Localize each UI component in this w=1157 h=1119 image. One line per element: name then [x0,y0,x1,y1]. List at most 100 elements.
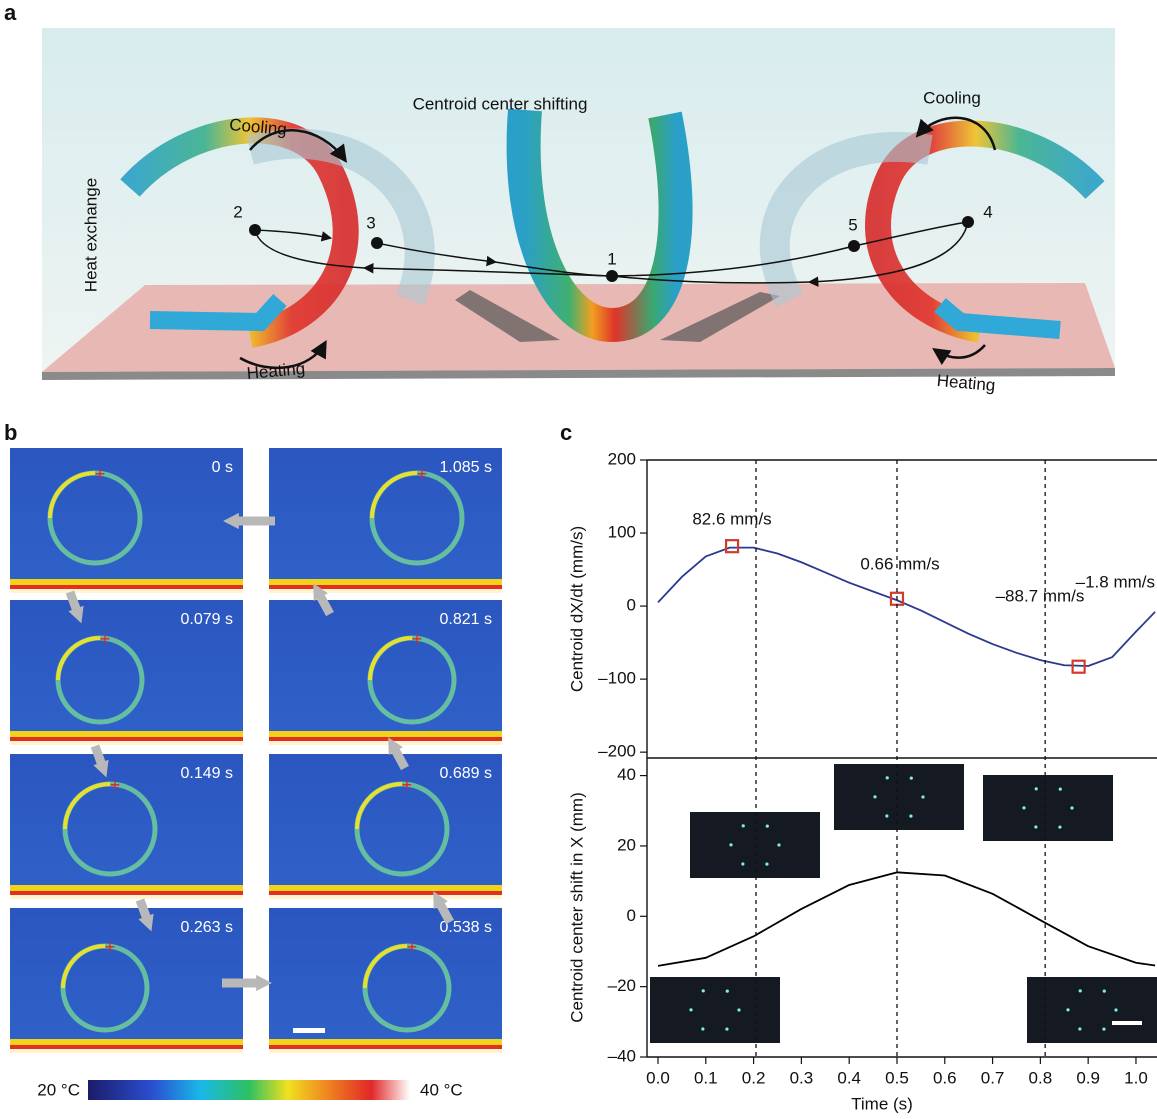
floor-red [269,1045,502,1049]
time-label: 0 s [212,459,233,476]
annotation: 82.6 mm/s [692,509,771,528]
time-label: 0.689 s [440,765,492,782]
inset-image [1027,977,1157,1043]
y-tick-label: 20 [617,835,636,854]
floor-red [10,737,243,741]
x-tick-label: 0.3 [790,1068,814,1087]
inset-dot [689,1008,692,1011]
thermal-frame: +0.821 s [269,600,502,745]
panel-c: c –200–1000100200Centroid dX/dt (mm/s)82… [560,420,1157,1114]
x-axis-label: Time (s) [851,1094,913,1113]
inset-image [983,775,1113,841]
floor-red [10,1045,243,1049]
inset-dot [1103,990,1106,993]
point-label: 3 [366,213,375,232]
floor-red [269,737,502,741]
thermal-frame: +0 s [10,448,243,593]
cross: + [105,937,116,957]
panel-label: a [4,0,17,25]
floor-hot [10,1039,243,1045]
cross: + [110,775,121,795]
inset-dot [1034,825,1037,828]
data-line [658,872,1155,966]
side-label: Heat exchange [81,178,100,292]
cooling-label: Cooling [923,88,981,107]
inset-dot [777,843,780,846]
inset-dot [1070,806,1073,809]
inset-dot [1078,1027,1081,1030]
point [371,237,383,249]
inset-dot [873,795,876,798]
inset-dot [1022,806,1025,809]
x-tick-label: 1.0 [1124,1068,1148,1087]
x-tick-label: 0.5 [885,1068,909,1087]
inset-dot [1114,1008,1117,1011]
x-tick-label: 0.7 [981,1068,1005,1087]
point-label: 4 [983,202,992,221]
inset-dot [766,825,769,828]
time-label: 0.149 s [181,765,233,782]
inset-dot [702,989,705,992]
y-axis-label: Centroid center shift in X (mm) [567,792,586,1023]
y-tick-label: –20 [608,976,636,995]
inset-dot [1066,1008,1069,1011]
floor-white [10,895,243,899]
inset-image [650,977,780,1043]
panel-b: b 20 °C 40 °C +0 s+0.079 s+0.149 s+0.263… [4,420,502,1100]
inset-dot [725,1027,728,1030]
inset-dot [885,814,888,817]
scale-bar [1112,1021,1142,1025]
y-tick-label: 40 [617,765,636,784]
inset-dot [1102,1027,1105,1030]
x-tick-label: 0.2 [742,1068,766,1087]
annotation: –1.8 mm/s [1076,572,1155,591]
floor-hot [10,731,243,737]
y-tick-label: –200 [598,742,636,761]
floor-red [10,891,243,895]
y-tick-label: –40 [608,1046,636,1065]
x-tick-label: 0.1 [694,1068,718,1087]
inset-dot [921,795,924,798]
panel-a: a Centroid center shifting Heat exchange… [4,0,1115,395]
floor-white [10,589,243,593]
thermal-frame: +0.263 s [10,908,243,1053]
inset-image [690,812,820,878]
time-label: 0.263 s [181,919,233,936]
cross: + [402,775,413,795]
y-tick-label: 0 [627,596,636,615]
point [606,270,618,282]
cross: + [412,629,423,649]
floor-hot [269,885,502,891]
x-tick-label: 0.4 [837,1068,861,1087]
title: Centroid center shifting [413,94,588,113]
scale-bar [293,1028,325,1033]
figure: a Centroid center shifting Heat exchange… [0,0,1157,1119]
time-label: 0.079 s [181,611,233,628]
inset-dot [1059,788,1062,791]
y-tick-label: 100 [608,523,636,542]
inset-dot [742,824,745,827]
heating-label: Heating [936,371,996,395]
y-axis-label: Centroid dX/dt (mm/s) [567,526,586,692]
x-tick-label: 0.9 [1076,1068,1100,1087]
colorbar-max: 40 °C [420,1080,463,1099]
inset-dot [701,1027,704,1030]
time-label: 1.085 s [440,459,492,476]
floor-white [10,1049,243,1053]
colorbar [88,1080,410,1100]
y-tick-label: 200 [608,449,636,468]
cross: + [407,937,418,957]
thermal-frame: +0.149 s [10,754,243,899]
thermal-frame: +0.689 s [269,754,502,899]
point-label: 1 [607,249,616,268]
floor-hot [269,1039,502,1045]
inset-dot [729,843,732,846]
x-tick-label: 0.8 [1029,1068,1053,1087]
floor-white [269,895,502,899]
inset-image [834,764,964,830]
point [962,216,974,228]
floor-red [269,891,502,895]
inset-dot [1079,989,1082,992]
frame-bg [10,448,243,593]
floor-hot [269,579,502,585]
